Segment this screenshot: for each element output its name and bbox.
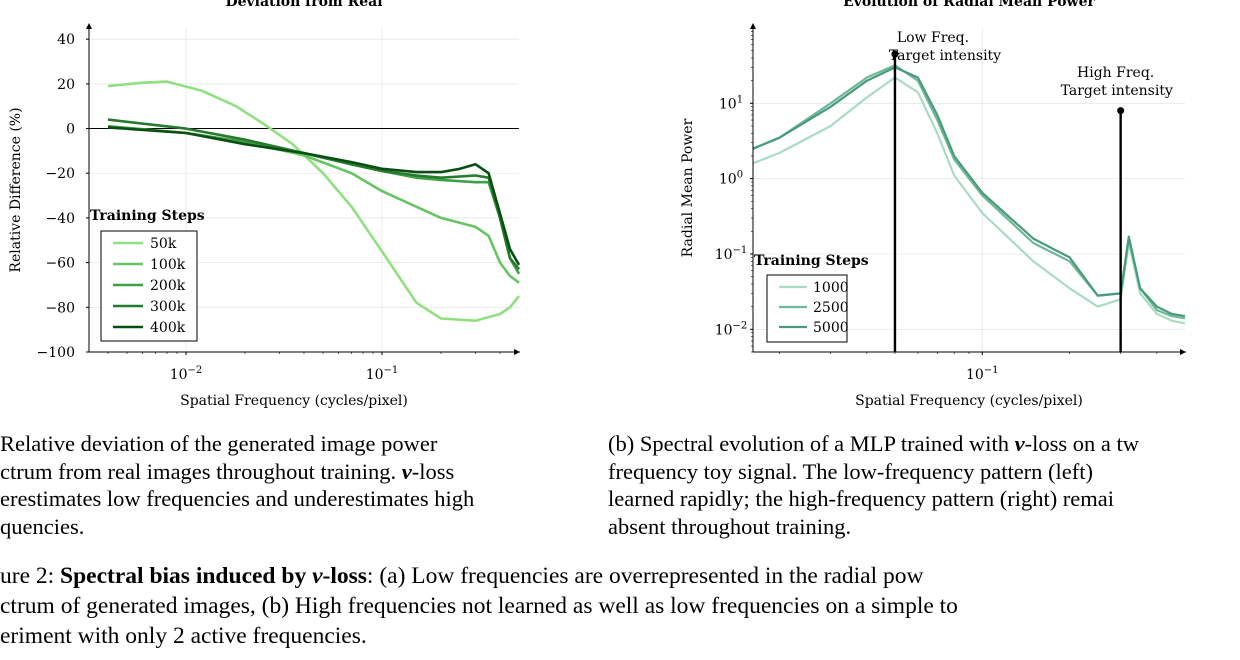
legend-label-5000: 5000 xyxy=(813,320,849,336)
legend-label-300k: 300k xyxy=(150,299,186,315)
caption-b-line-1: (b) Spectral evolution of a MLP trained … xyxy=(608,431,1139,456)
legend-label-2500: 2500 xyxy=(813,300,849,316)
caption-a: Relative deviation of the generated imag… xyxy=(0,430,575,540)
y-tick-label: −60 xyxy=(45,256,75,272)
legend-title: Training Steps xyxy=(754,253,869,269)
figure-caption-line-2: ctrum of generated images, (b) High freq… xyxy=(0,593,958,619)
y-tick-label: −100 xyxy=(37,345,75,361)
series-line-1000 xyxy=(752,76,1186,325)
chart-title: Evolution of Radial Mean Power xyxy=(843,0,1095,10)
y-tick-label: −20 xyxy=(45,166,75,182)
figure-canvas: 40 20 0 −20 −40 −60 −80 −100 10−2 10−1 Deviation f… xyxy=(8,0,1186,409)
x-axis-arrow xyxy=(514,349,520,355)
x-axis-label: Spatial Frequency (cycles/pixel) xyxy=(855,393,1083,409)
y-axis-arrow xyxy=(86,23,92,29)
v-symbol: v xyxy=(312,563,323,589)
x-tick-label: 10−1 xyxy=(366,365,399,383)
annotation-high-line-2: Target intensity xyxy=(1061,83,1173,99)
caption-a-line-2: ctrum from real images throughout traini… xyxy=(0,458,455,484)
x-axis-arrow xyxy=(1180,349,1186,355)
chart-radial-mean-power: Low Freq. Target intensity High Freq. Targe… xyxy=(680,0,1186,409)
caption-a-line-1: Relative deviation of the generated imag… xyxy=(0,431,438,456)
y-tick-label: 101 xyxy=(719,94,743,112)
y-axis-label: Radial Mean Power xyxy=(680,118,696,257)
legend-label-400k: 400k xyxy=(150,320,186,336)
y-tick-label: 0 xyxy=(66,122,75,138)
y-tick-label: 40 xyxy=(57,32,75,48)
figure-caption: ure 2: Spectral bias induced by v-loss: … xyxy=(0,561,1240,651)
annotation-low-line-2: Target intensity xyxy=(889,48,1001,64)
y-tick-label: 10−1 xyxy=(715,245,748,263)
y-tick-label: 10−2 xyxy=(715,320,748,338)
x-axis-label: Spatial Frequency (cycles/pixel) xyxy=(180,393,408,409)
legend-label-50k: 50k xyxy=(150,236,177,252)
y-tick-label: 100 xyxy=(719,170,743,188)
x-tick-label: 10−2 xyxy=(170,365,203,383)
annotation-high-line-1: High Freq. xyxy=(1077,65,1154,81)
v-symbol: v xyxy=(401,458,412,484)
chart-deviation-from-real: 40 20 0 −20 −40 −60 −80 −100 10−2 10−1 Deviation f… xyxy=(8,0,521,409)
caption-b: (b) Spectral evolution of a MLP trained … xyxy=(608,430,1240,540)
caption-a-line-3: erestimates low frequencies and underest… xyxy=(0,486,475,511)
y-tick-label: −40 xyxy=(45,211,75,227)
y-tick-label: 20 xyxy=(57,77,75,93)
target-marker-high xyxy=(1117,107,1125,115)
y-axis-arrow xyxy=(750,23,756,29)
y-tick-label: −80 xyxy=(45,300,75,316)
series-line-400k xyxy=(107,126,521,266)
y-axis-label: Relative Difference (%) xyxy=(8,107,24,272)
series-line-50k xyxy=(107,80,521,323)
legend-label-200k: 200k xyxy=(150,278,186,294)
figure-caption-line-3: eriment with only 2 active frequencies. xyxy=(0,623,367,649)
series-line-5000 xyxy=(752,66,1186,318)
chart-title: Deviation from Real xyxy=(225,0,382,10)
legend-title: Training Steps xyxy=(90,208,205,224)
annotation-low-line-1: Low Freq. xyxy=(897,30,969,46)
caption-a-line-4: quencies. xyxy=(0,513,85,539)
legend-label-100k: 100k xyxy=(150,257,186,273)
target-marker-low xyxy=(891,50,899,58)
figure-caption-line-1: ure 2: Spectral bias induced by v-loss: … xyxy=(0,563,924,589)
caption-b-line-2: frequency toy signal. The low-frequency … xyxy=(608,458,1094,484)
x-tick-label: 10−1 xyxy=(966,365,999,383)
caption-b-line-3: learned rapidly; the high-frequency patt… xyxy=(608,486,1115,511)
caption-b-line-4: absent throughout training. xyxy=(608,513,852,539)
v-symbol: v xyxy=(1014,431,1025,456)
legend-label-1000: 1000 xyxy=(813,280,849,296)
